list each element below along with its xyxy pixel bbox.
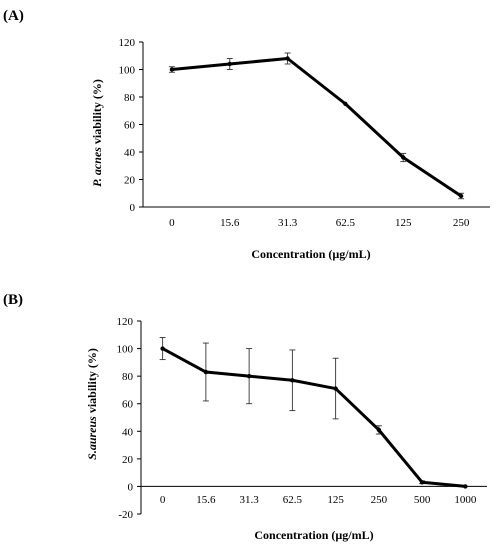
- panel-a-x-axis-title: Concentration (µg/mL): [251, 247, 370, 261]
- panel-a-data-point: [169, 67, 175, 72]
- panel-b-x-tick-label: 0: [160, 494, 166, 506]
- panel-a-y-tick-label: 20: [124, 175, 136, 187]
- panel-b-y-tick-label: 80: [122, 371, 134, 383]
- panel-a-y-tick-label: 40: [124, 147, 136, 159]
- panel-b-x-tick-label: 500: [414, 494, 431, 506]
- panel-a-x-tick-label: 62.5: [336, 217, 356, 229]
- panel-b-x-tick-label: 31.3: [240, 494, 260, 506]
- panel-a-x-tick-label: 125: [395, 217, 412, 229]
- panel-a-series-line: [171, 57, 462, 198]
- panel-a-x-tick-label: 0: [169, 217, 175, 229]
- panel-b-data-point: [160, 346, 165, 351]
- panel-a-y-tick-label: 60: [124, 120, 136, 132]
- panel-a-y-tick-label: 100: [119, 65, 136, 77]
- panel-a: (A) P. acnes viability (%) Concentration…: [3, 8, 490, 261]
- panel-b-x-tick-label: 62.5: [283, 494, 303, 506]
- panel-b-data-point: [246, 373, 252, 379]
- panel-b-y-tick-label: -20: [118, 509, 133, 521]
- panel-b-x-tick-label: 15.6: [196, 494, 216, 506]
- panel-b-series-line: [161, 347, 466, 488]
- panel-a-data-point: [343, 101, 348, 107]
- panel-b-y-tick-label: 40: [122, 426, 134, 438]
- panel-a-plot: 0 20 40 60 80 100 120 0 15.6 31.3 62.5 125 250: [119, 37, 490, 229]
- panel-a-x-tick-label: 15.6: [220, 217, 240, 229]
- panel-a-data-point: [285, 56, 290, 61]
- panel-b-x-tick-label: 125: [327, 494, 344, 506]
- panel-b-x-tick-label: 250: [371, 494, 388, 506]
- panel-a-label: (A): [3, 8, 24, 24]
- panel-b-x-tick-label: 1000: [454, 494, 477, 506]
- panel-a-y-tick-label: 0: [130, 202, 136, 214]
- panel-b-x-axis-title: Concentration (µg/mL): [254, 528, 373, 542]
- panel-b-data-point: [419, 480, 425, 485]
- panel-b-y-axis-title: S.aureus viability (%): [85, 348, 99, 460]
- panel-b-data-point: [333, 386, 338, 391]
- panel-a-x-tick-label: 31.3: [278, 217, 298, 229]
- panel-a-y-tick-label: 120: [119, 37, 136, 49]
- panel-a-data-point: [458, 193, 464, 199]
- panel-b-y-tick-label: 20: [122, 454, 134, 466]
- panel-b-y-tick-label: 120: [117, 316, 134, 328]
- panel-a-y-axis-title: P. acnes viability (%): [90, 79, 104, 187]
- panel-b-y-tick-label: 60: [122, 399, 134, 411]
- panel-b-y-tick-label: 0: [128, 481, 134, 493]
- panel-b-data-point: [203, 369, 209, 375]
- panel-a-data-point: [227, 61, 232, 67]
- panel-b-plot: -20 0 20 40 60 80 100 120 0 15.6 31.3 62.5 125 250 500…: [117, 316, 487, 521]
- panel-b-label: (B): [3, 292, 23, 308]
- panel-b: (B) S.aureus viability (%) Concentration…: [3, 292, 487, 542]
- panel-b-data-point: [463, 484, 468, 489]
- panel-a-data-point: [401, 155, 406, 160]
- panel-b-data-point: [376, 427, 382, 433]
- panel-a-x-tick-label: 250: [453, 217, 470, 229]
- panel-b-y-tick-label: 100: [117, 344, 134, 356]
- panel-b-data-point: [290, 378, 295, 383]
- panel-a-y-tick-label: 80: [124, 92, 136, 104]
